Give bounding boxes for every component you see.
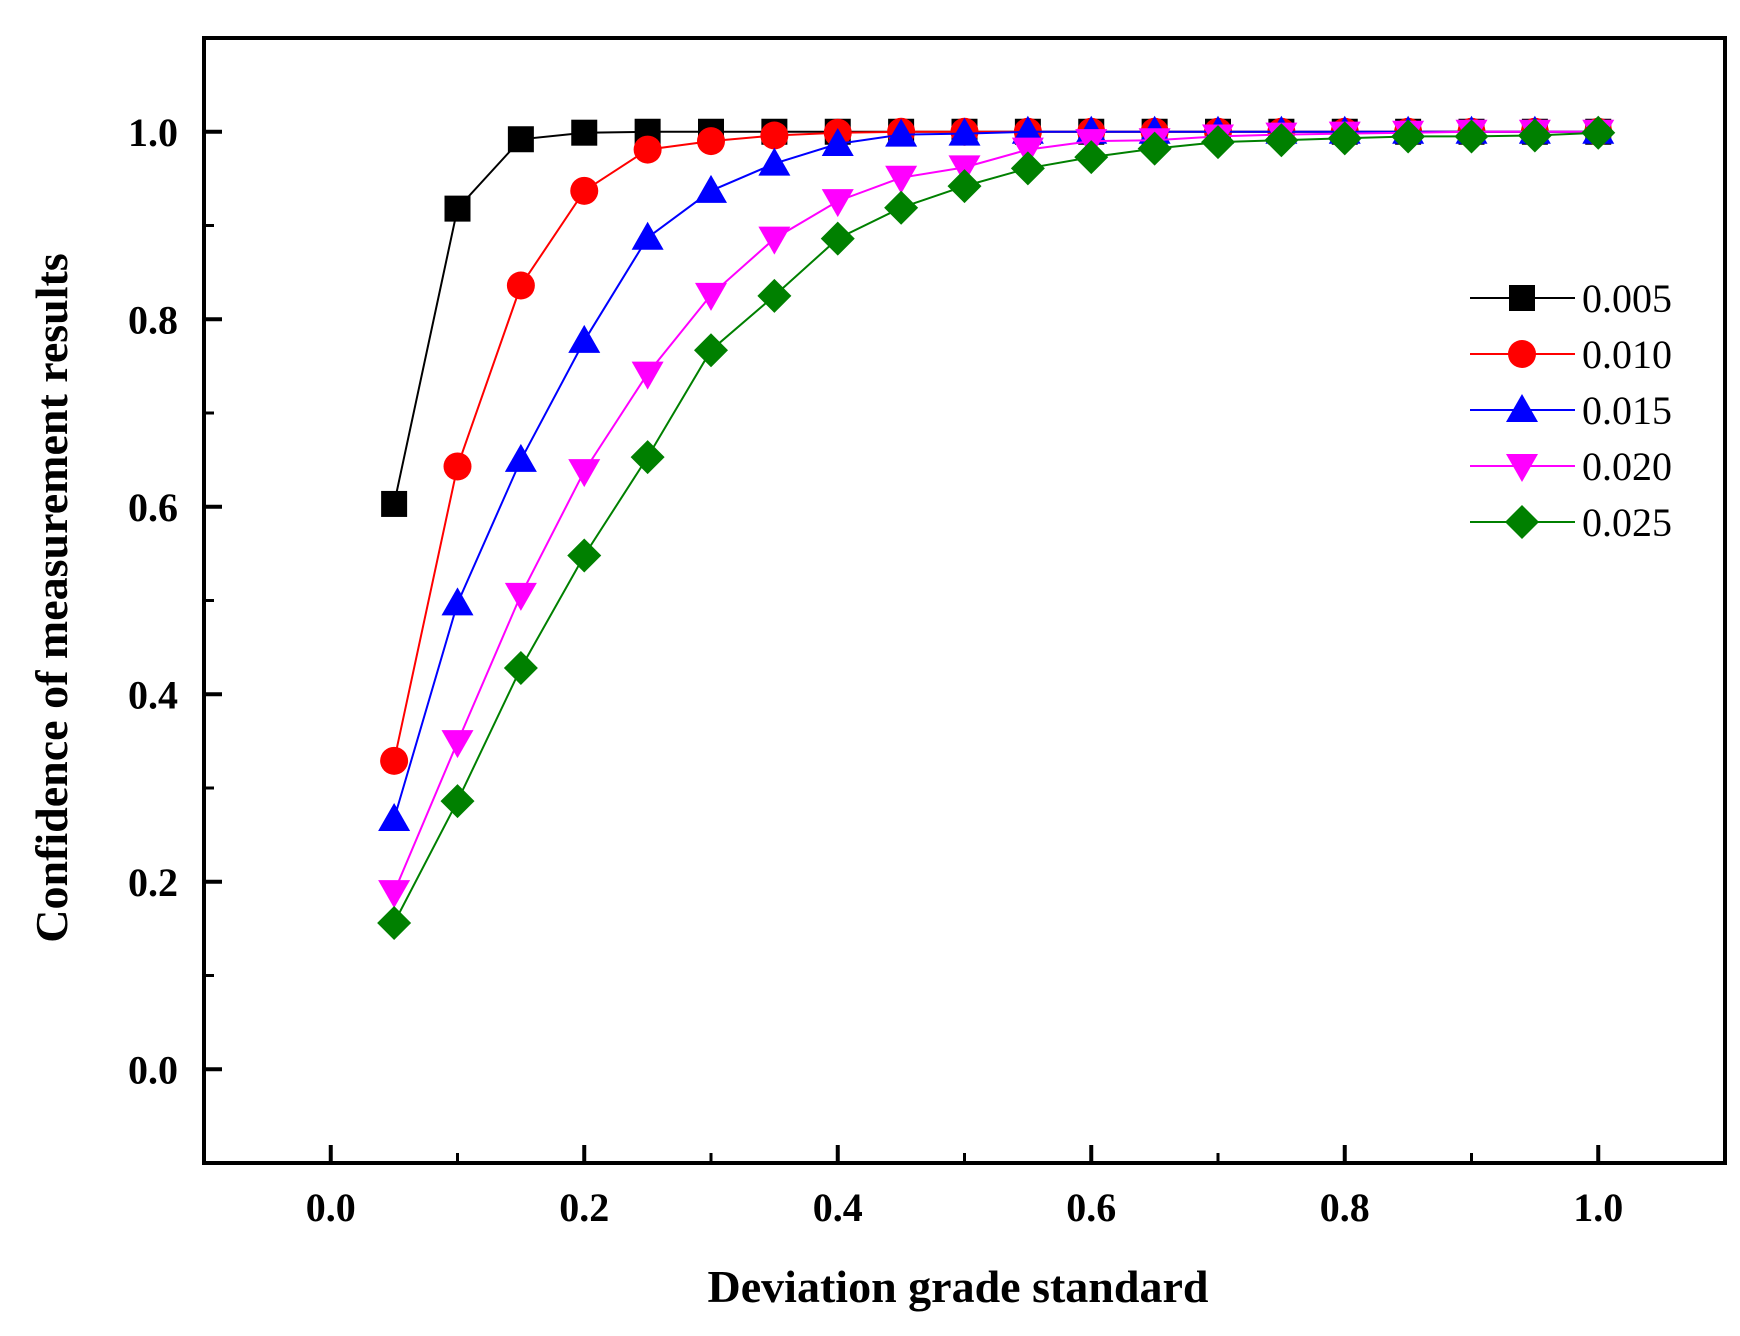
y-tick-label: 1.0 — [128, 110, 178, 155]
data-point — [757, 278, 792, 313]
data-point — [1454, 119, 1489, 154]
legend-label: 0.025 — [1582, 500, 1672, 545]
data-point — [570, 176, 599, 205]
data-point — [1264, 123, 1299, 158]
data-point — [441, 730, 474, 759]
data-point — [441, 587, 474, 616]
data-point — [1327, 121, 1362, 156]
data-point — [1074, 140, 1109, 175]
data-point — [504, 443, 537, 472]
data-point — [378, 802, 411, 831]
data-point — [443, 452, 472, 481]
x-tick-label: 0.2 — [559, 1185, 609, 1230]
x-tick-label: 0.4 — [813, 1185, 863, 1230]
data-point — [381, 490, 408, 517]
data-point — [633, 135, 662, 164]
data-point — [760, 121, 789, 150]
data-point — [506, 271, 535, 300]
y-tick-label: 0.6 — [128, 485, 178, 530]
series-line — [393, 130, 1599, 820]
legend-item: 0.025 — [1470, 500, 1672, 545]
legend-label: 0.020 — [1582, 444, 1672, 489]
data-point — [440, 784, 475, 819]
data-point — [1137, 131, 1172, 166]
data-point — [380, 746, 409, 775]
data-point — [695, 174, 727, 203]
data-point — [631, 221, 664, 250]
y-tick-label: 0.4 — [128, 672, 178, 717]
legend-marker — [1506, 454, 1538, 482]
x-axis-title: Deviation grade standard — [708, 1261, 1209, 1312]
data-point — [568, 324, 601, 353]
data-point — [1201, 125, 1235, 160]
x-tick-label: 0.6 — [1066, 1185, 1116, 1230]
data-point — [503, 651, 538, 685]
data-point — [821, 189, 854, 218]
y-tick-label: 0.8 — [128, 297, 178, 342]
legend: 0.005 0.010 0.015 0.020 0.025 — [1470, 276, 1672, 545]
data-point — [504, 582, 537, 611]
data-point — [567, 538, 602, 573]
data-point — [507, 126, 534, 153]
data-point — [884, 190, 919, 225]
series-0.025 — [377, 115, 1616, 940]
data-point — [630, 440, 665, 475]
data-point — [695, 282, 727, 311]
y-axis: 0.0 0.2 0.4 0.6 0.8 1.0 — [128, 110, 222, 1092]
x-tick-label: 0.0 — [306, 1185, 356, 1230]
data-point — [377, 906, 412, 940]
legend-item: 0.005 — [1470, 276, 1672, 321]
y-tick-label: 0.2 — [128, 860, 178, 905]
series-0.005 — [381, 118, 1612, 517]
y-axis-title: Confidence of measurement results — [26, 253, 77, 942]
data-point — [571, 119, 598, 146]
series-layer — [377, 115, 1616, 940]
plot-frame — [202, 36, 1727, 1165]
data-point — [697, 127, 725, 156]
legend-marker — [1506, 394, 1538, 422]
legend-item: 0.020 — [1470, 444, 1672, 489]
legend-label: 0.010 — [1582, 332, 1672, 377]
data-point — [1011, 115, 1044, 144]
legend-item: 0.010 — [1470, 332, 1672, 377]
data-point — [1391, 119, 1426, 154]
series-0.020 — [378, 119, 1615, 909]
data-point — [758, 147, 791, 176]
legend-marker — [1508, 340, 1536, 368]
data-point — [444, 195, 471, 222]
data-point — [885, 165, 918, 194]
series-line — [393, 130, 1599, 893]
data-point — [821, 127, 854, 156]
data-point — [568, 459, 601, 488]
data-point — [758, 226, 791, 255]
data-point — [378, 880, 411, 909]
data-point — [694, 333, 728, 368]
legend-item: 0.015 — [1470, 388, 1672, 433]
legend-marker — [1509, 285, 1535, 311]
data-point — [631, 361, 664, 390]
series-line — [393, 130, 1599, 762]
data-point — [820, 221, 855, 256]
data-point — [1581, 115, 1616, 150]
y-tick-label: 0.0 — [128, 1047, 178, 1092]
data-point — [1010, 151, 1045, 186]
data-point — [1517, 118, 1552, 153]
legend-label: 0.015 — [1582, 388, 1672, 433]
data-point — [885, 118, 918, 147]
legend-marker — [1505, 505, 1539, 539]
x-tick-label: 0.8 — [1320, 1185, 1370, 1230]
data-point — [948, 117, 981, 146]
series-0.010 — [380, 117, 1613, 775]
x-tick-label: 1.0 — [1573, 1185, 1623, 1230]
series-line — [393, 131, 1599, 924]
legend-label: 0.005 — [1582, 276, 1672, 321]
x-axis: 0.0 0.2 0.4 0.6 0.8 1.0 — [306, 1145, 1623, 1230]
data-point — [947, 169, 982, 204]
